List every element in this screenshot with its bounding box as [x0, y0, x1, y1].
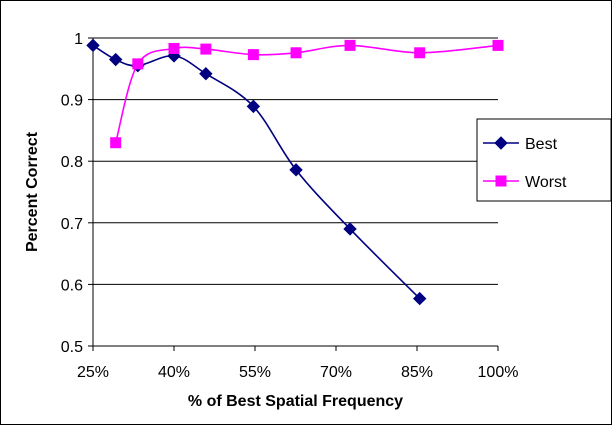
y-tick-label-1: 0.6: [61, 277, 83, 294]
y-tick-label-3: 0.8: [61, 154, 83, 171]
point-worst-7: [414, 47, 426, 59]
x-tick-label-3: 70%: [320, 364, 352, 381]
series-markers: [86, 38, 504, 306]
point-worst-8: [492, 39, 504, 51]
point-best-1: [108, 52, 123, 67]
y-tick-label-0: 0.5: [61, 339, 83, 356]
legend-label-best: Best: [525, 136, 558, 153]
legend-label-worst: Worst: [525, 174, 567, 191]
gridlines: [93, 37, 498, 285]
tick-labels: 0.5 0.6 0.7 0.8 0.9 1 25% 40% 55% 70% 85% 100%: [61, 31, 519, 381]
point-worst-4: [247, 49, 259, 61]
point-best-5: [246, 99, 261, 114]
point-best-7: [343, 222, 357, 236]
legend-box: [476, 118, 611, 202]
point-worst-6: [344, 39, 356, 51]
x-tick-label-5: 100%: [478, 364, 519, 381]
point-worst-5: [290, 47, 302, 59]
point-best-8: [412, 291, 427, 306]
point-best-4: [199, 67, 213, 81]
point-worst-0: [110, 137, 122, 149]
point-best-6: [289, 163, 303, 177]
y-tick-label-4: 0.9: [61, 93, 83, 110]
y-tick-label-5: 1: [74, 31, 83, 48]
point-worst-3: [200, 43, 212, 55]
point-worst-1: [132, 58, 144, 70]
legend-marker-worst: [495, 175, 507, 187]
axes: [88, 37, 499, 351]
x-tick-label-0: 25%: [77, 364, 109, 381]
point-worst-2: [168, 42, 180, 54]
y-axis-title: Percent Correct: [24, 131, 41, 252]
x-tick-label-2: 55%: [239, 364, 271, 381]
x-tick-label-4: 85%: [401, 364, 433, 381]
legend: Best Worst: [476, 118, 611, 202]
series-line-best: [92, 44, 421, 300]
y-tick-label-2: 0.7: [61, 216, 83, 233]
x-tick-label-1: 40%: [158, 364, 190, 381]
x-axis-title: % of Best Spatial Frequency: [188, 393, 403, 410]
point-best-0: [86, 38, 100, 53]
legend-marker-best: [494, 136, 508, 150]
